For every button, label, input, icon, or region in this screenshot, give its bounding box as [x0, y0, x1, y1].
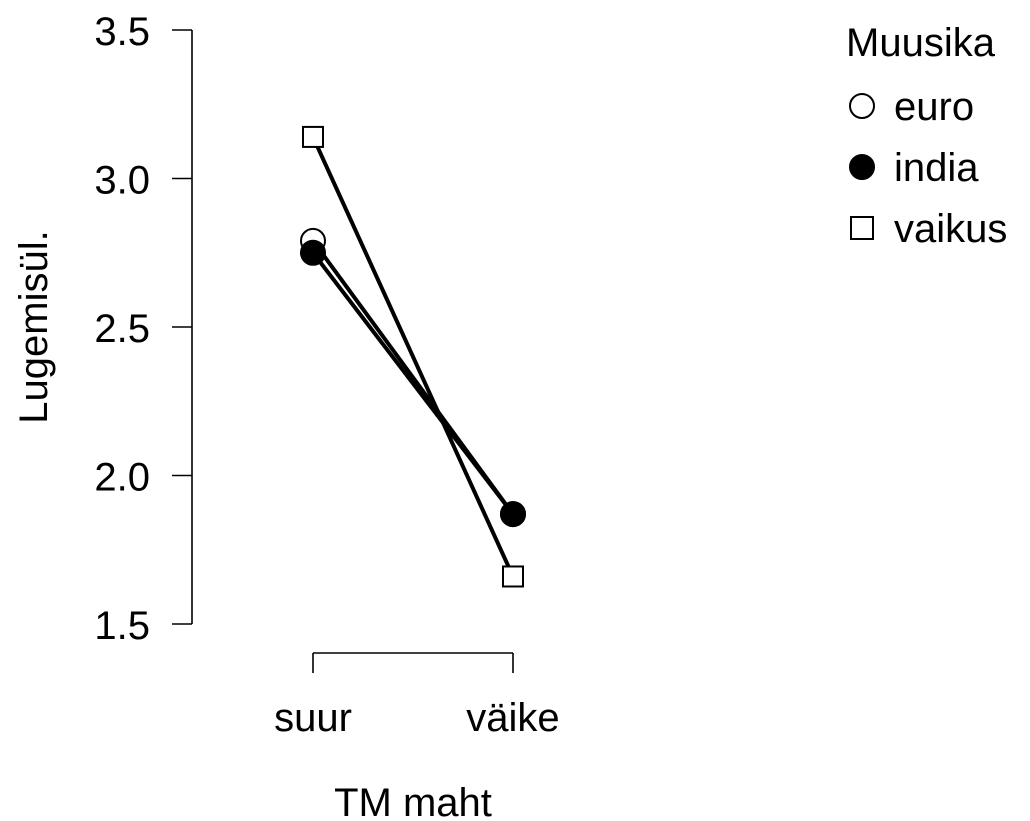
legend-label: vaikus	[894, 207, 1007, 251]
legend-label: euro	[894, 85, 974, 129]
y-axis: 1.5 2.0 2.5 3.0 3.5	[94, 10, 193, 648]
legend-label: india	[894, 146, 979, 190]
data-point-vaikus	[502, 565, 524, 588]
legend-item-euro: euro	[849, 85, 974, 129]
x-axis-title: TM maht	[334, 781, 492, 821]
data-point-india	[300, 239, 326, 266]
series-line-india	[311, 251, 515, 516]
y-tick-label: 2.5	[94, 307, 150, 351]
y-tick-label: 3.5	[94, 10, 150, 54]
y-tick-label: 1.5	[94, 604, 150, 648]
series-points-vaikus	[302, 125, 524, 588]
legend-marker-india	[849, 154, 875, 180]
y-axis-ticks: 1.5 2.0 2.5 3.0 3.5	[94, 10, 192, 648]
x-tick-label: suur	[274, 696, 352, 740]
legend-marker-euro	[849, 93, 875, 119]
x-axis-ticks: suur väike	[274, 653, 560, 740]
legend-title: Muusika	[846, 21, 996, 65]
legend-item-vaikus: vaikus	[850, 207, 1007, 251]
series-points-india	[300, 239, 526, 528]
series-india	[311, 251, 515, 516]
legend: Muusika euro india vaikus	[846, 21, 1007, 251]
x-tick-label: väike	[466, 696, 559, 740]
legend-item-india: india	[849, 146, 979, 190]
legend-marker-vaikus	[850, 216, 874, 240]
series-line-vaikus	[311, 136, 515, 578]
data-point-vaikus	[302, 125, 324, 148]
y-tick-label: 2.0	[94, 456, 150, 500]
y-tick-label: 3.0	[94, 159, 150, 203]
data-point-india	[500, 501, 526, 528]
x-axis: suur väike	[274, 652, 560, 740]
series-vaikus	[311, 136, 515, 578]
y-axis-title: Lugemisül.	[12, 230, 56, 423]
series-layer	[300, 125, 526, 588]
